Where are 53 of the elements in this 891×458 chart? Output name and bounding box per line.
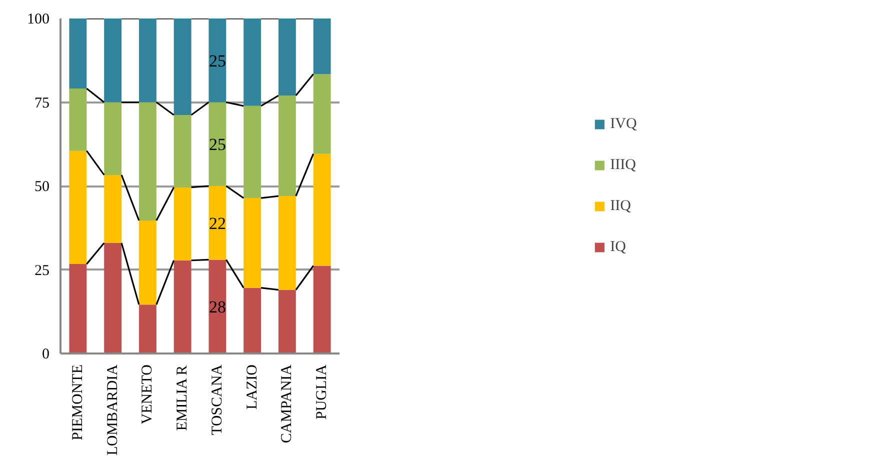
bar [278,196,296,290]
bar [174,114,192,188]
bar [138,18,156,102]
data-label: 22 [208,214,226,233]
legend-label: IIIQ [610,156,636,174]
bar [244,106,262,198]
x-tick-label: PIEMONTE [70,364,86,440]
legend-label: IIQ [610,198,631,214]
data-label: 25 [208,135,226,154]
y-tick-label: 25 [34,262,50,279]
bar [138,102,156,221]
bar [278,96,296,196]
y-tick-label: 50 [34,179,50,195]
bar [313,266,331,354]
data-label: 28 [208,298,226,317]
bar [104,18,122,102]
x-tick-label: TOSCANA [209,364,226,436]
x-tick-label: LAZIO [244,364,260,410]
bar [69,88,87,151]
x-tick-label: EMILIA R [174,365,191,431]
y-tick-label: 0 [42,346,50,362]
bar [208,18,226,102]
legend-label: IVQ [610,116,637,132]
x-tick-label: VENETO [140,364,156,424]
x-tick-label: LOMBARDIA [104,364,121,456]
legend-label: IQ [610,238,627,256]
data-label: 25 [208,51,226,70]
bar [208,186,226,260]
bar [244,288,262,354]
bar [69,150,87,264]
bar [244,18,262,106]
bar [208,260,226,354]
bar [138,220,156,305]
bar [104,174,122,243]
bar [104,102,122,175]
bar [244,198,262,288]
bar [69,18,87,89]
bar [174,260,192,354]
bar [138,304,156,354]
bar [104,242,122,354]
x-tick-label: PUGLIA [314,364,330,420]
bar [208,102,226,186]
bar [313,74,331,154]
y-tick-label: 75 [34,95,50,112]
bar [313,18,331,74]
bar [313,154,331,266]
bar [278,18,296,96]
y-tick-label: 100 [27,12,50,28]
bar [174,187,192,260]
bar [174,18,192,115]
bar [278,290,296,354]
bar [69,264,87,354]
x-tick-label: CAMPANIA [279,364,296,444]
